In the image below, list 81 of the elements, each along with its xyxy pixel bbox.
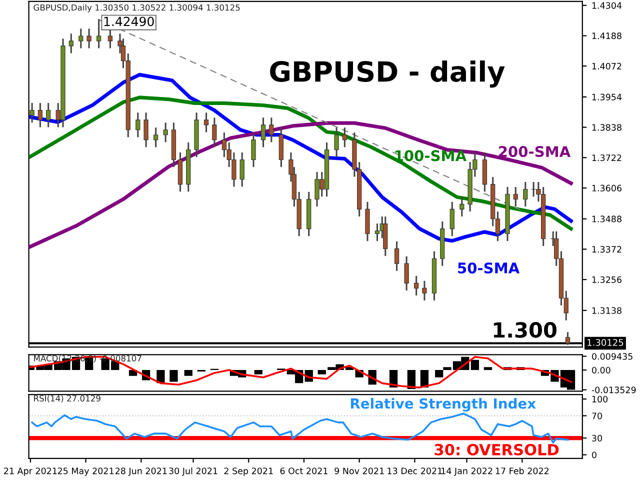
x-tick-label: 28 Jun 2021	[115, 468, 167, 476]
series-label: 50-SMA	[458, 262, 520, 274]
candlestick	[260, 118, 266, 148]
y-tick-label: 1.3606	[592, 184, 622, 192]
candlestick	[96, 18, 102, 48]
y-tick-label: 1.3488	[592, 216, 622, 222]
x-tick-label: 2 Sep 2021	[224, 468, 273, 476]
candlestick	[212, 118, 217, 148]
candlestick	[394, 241, 400, 271]
candlestick	[334, 128, 339, 158]
y-tick-label: 30	[592, 434, 602, 442]
candlestick	[414, 276, 419, 296]
candlestick	[144, 112, 148, 148]
ref-line-label: 30: OVERSOLD	[434, 444, 559, 456]
y-tick-label: 0.00	[592, 366, 610, 374]
x-tick-label: 25 May 2021	[58, 468, 114, 476]
annotation: Relative Strength Index	[350, 398, 536, 412]
candlestick	[404, 256, 409, 291]
candlestick	[108, 28, 113, 48]
y-tick-label: 100	[592, 396, 608, 402]
y-tick-label: 1.3954	[592, 94, 622, 100]
candlestick	[204, 112, 209, 132]
bar	[484, 367, 492, 370]
candlestick	[523, 182, 528, 207]
y-tick-label: 1.3722	[592, 154, 622, 162]
line-series	[31, 412, 569, 444]
candlestick	[450, 202, 454, 236]
y-tick-label: 70	[592, 412, 602, 420]
ref-line-label: 1.30125	[588, 339, 624, 346]
candlestick	[374, 224, 380, 242]
y-tick-label: 1.3138	[592, 307, 622, 314]
y-tick-label: 1.3372	[592, 246, 622, 253]
bar	[156, 370, 165, 384]
y-tick-label: 1.4072	[592, 62, 622, 70]
bar	[170, 370, 178, 382]
line-series	[30, 356, 572, 388]
y-tick-label: 1.3838	[592, 124, 622, 131]
y-tick-label: 1.4188	[592, 32, 622, 40]
annotation: 1.42490	[104, 16, 154, 26]
x-tick-label: 13 Dec 2021	[388, 468, 442, 474]
x-tick-label: 6 Oct 2021	[280, 468, 328, 474]
bar	[318, 370, 326, 374]
candlestick	[86, 28, 92, 48]
candlestick	[68, 34, 74, 54]
y-tick-label: 0	[592, 452, 596, 458]
chart-subtitle: RSI(14) 27.0129	[34, 395, 100, 402]
candlestick	[46, 102, 51, 128]
y-tick-label: 1.4304	[592, 2, 622, 9]
candlestick	[251, 132, 256, 168]
candlestick	[342, 128, 347, 148]
candlestick	[422, 280, 427, 300]
candlestick	[38, 102, 43, 128]
candlestick	[565, 332, 570, 345]
x-tick-label: 9 Nov 2021	[334, 468, 384, 474]
x-tick-label: 17 Feb 2022	[496, 467, 549, 474]
annotation: 1.300	[494, 322, 556, 338]
candlestick	[30, 102, 34, 123]
chart-subtitle: GBPUSD,Daily 1.30350 1.30522 1.30094 1.30125	[34, 4, 240, 12]
candlestick	[513, 186, 518, 207]
x-tick-label: 21 Apr 2021	[4, 468, 57, 476]
bar	[254, 370, 262, 374]
x-tick-label: 14 Jan 2022	[442, 468, 492, 476]
candlestick	[460, 196, 464, 216]
series-label: 100-SMA	[395, 150, 466, 162]
line-series	[28, 96, 573, 231]
line-series	[28, 121, 573, 248]
y-tick-label: 0.009435	[592, 353, 632, 360]
text: GBPUSD - daily	[270, 60, 505, 88]
candlestick	[269, 118, 274, 142]
x-tick-label: 30 Jul 2021	[169, 467, 218, 476]
candlestick	[78, 28, 84, 48]
bar	[435, 370, 444, 378]
y-tick-label: -0.013529	[592, 386, 636, 394]
series-label: 200-SMA	[498, 146, 571, 158]
candlestick	[163, 122, 168, 142]
bar	[470, 360, 480, 370]
candlestick	[136, 112, 140, 138]
bar	[184, 370, 192, 376]
y-tick-label: 1.3256	[592, 276, 622, 283]
candlestick	[240, 152, 244, 187]
candlestick	[153, 128, 158, 148]
